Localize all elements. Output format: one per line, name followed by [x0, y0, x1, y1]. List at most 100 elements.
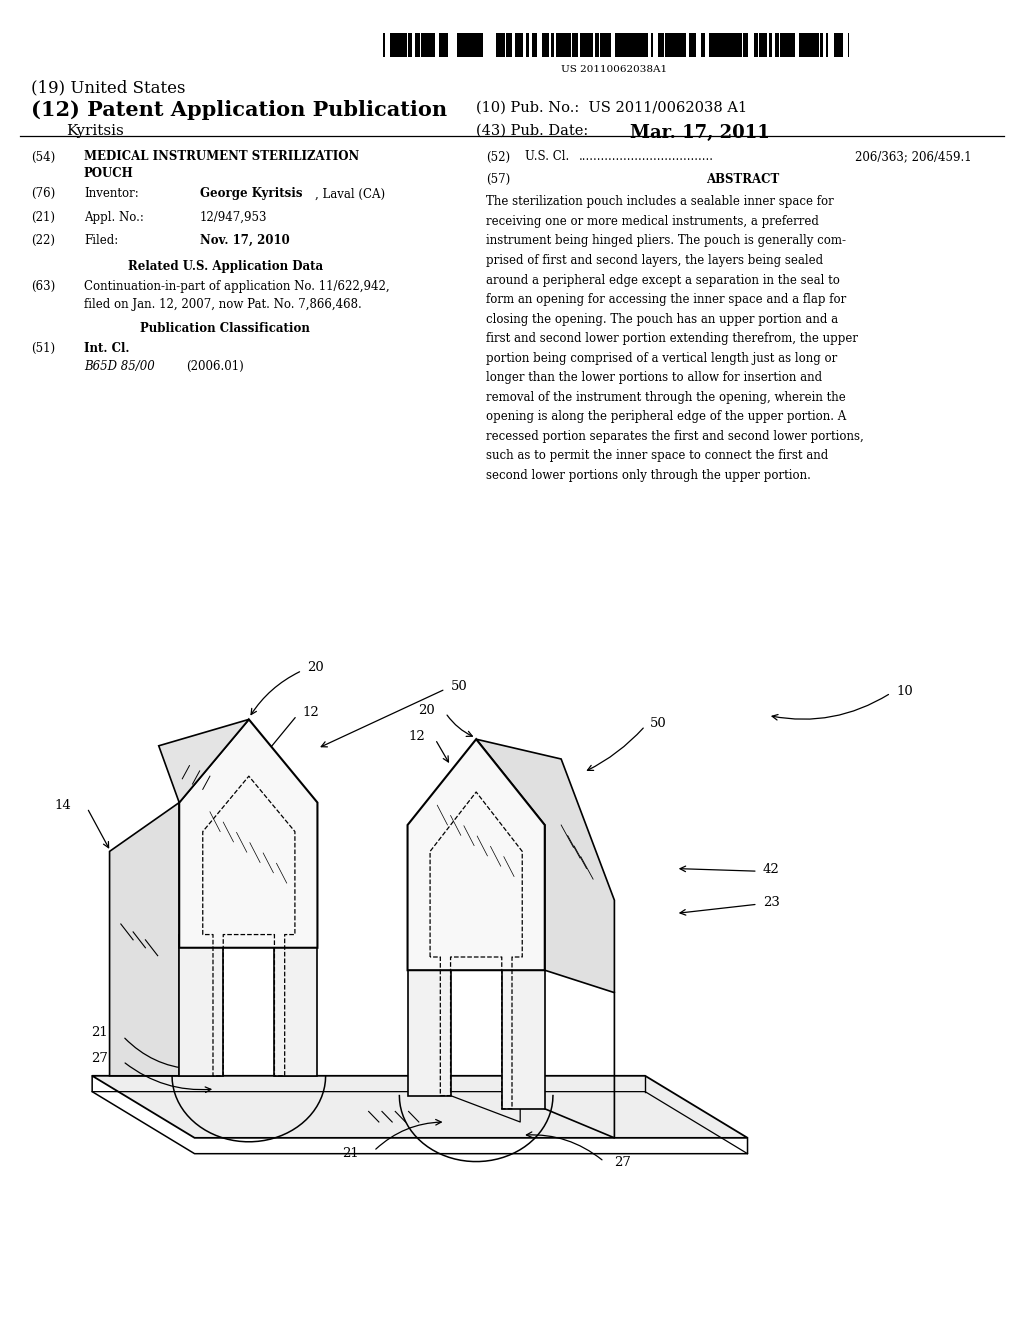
Bar: [554, 33, 555, 57]
Bar: [509, 33, 512, 57]
Text: (22): (22): [31, 234, 54, 247]
Text: MEDICAL INSTRUMENT STERILIZATION
POUCH: MEDICAL INSTRUMENT STERILIZATION POUCH: [84, 150, 359, 181]
Bar: [570, 33, 572, 57]
Bar: [542, 33, 544, 57]
Bar: [615, 33, 616, 57]
Text: portion being comprised of a vertical length just as long or: portion being comprised of a vertical le…: [486, 351, 838, 364]
Bar: [828, 33, 829, 57]
Text: Appl. No.:: Appl. No.:: [84, 211, 143, 224]
Polygon shape: [179, 935, 223, 1076]
Bar: [496, 33, 500, 57]
Bar: [453, 33, 457, 57]
Bar: [762, 33, 765, 57]
Bar: [625, 33, 628, 57]
Bar: [522, 33, 525, 57]
Bar: [786, 33, 790, 57]
Bar: [401, 33, 406, 57]
Bar: [447, 33, 453, 57]
Bar: [780, 33, 782, 57]
Bar: [665, 33, 668, 57]
Bar: [712, 33, 714, 57]
Bar: [383, 33, 385, 57]
Text: Nov. 17, 2010: Nov. 17, 2010: [200, 234, 290, 247]
Bar: [616, 33, 621, 57]
Bar: [512, 33, 515, 57]
Bar: [475, 33, 476, 57]
Bar: [435, 33, 438, 57]
Text: U.S. Cl.: U.S. Cl.: [525, 150, 569, 164]
Bar: [758, 33, 759, 57]
Text: George Kyritsis: George Kyritsis: [200, 187, 302, 201]
Bar: [623, 33, 625, 57]
Text: Inventor:: Inventor:: [84, 187, 138, 201]
Bar: [413, 33, 416, 57]
Bar: [440, 33, 443, 57]
Bar: [848, 33, 849, 57]
Text: Mar. 17, 2011: Mar. 17, 2011: [630, 124, 769, 143]
Text: 10: 10: [896, 685, 912, 698]
Bar: [742, 33, 743, 57]
Bar: [610, 33, 615, 57]
Bar: [468, 33, 469, 57]
Bar: [633, 33, 637, 57]
Bar: [481, 33, 483, 57]
Text: closing the opening. The pouch has an upper portion and a: closing the opening. The pouch has an up…: [486, 313, 839, 326]
Bar: [621, 33, 623, 57]
Bar: [546, 33, 549, 57]
Bar: [427, 33, 428, 57]
Text: opening is along the peripheral edge of the upper portion. A: opening is along the peripheral edge of …: [486, 411, 847, 424]
Bar: [751, 33, 752, 57]
Bar: [443, 33, 447, 57]
Bar: [701, 33, 705, 57]
Polygon shape: [502, 970, 545, 1109]
Bar: [680, 33, 681, 57]
Text: 50: 50: [650, 717, 667, 730]
Polygon shape: [408, 739, 545, 970]
Bar: [663, 33, 664, 57]
Bar: [748, 33, 751, 57]
Bar: [457, 33, 459, 57]
Text: longer than the lower portions to allow for insertion and: longer than the lower portions to allow …: [486, 371, 822, 384]
Text: second lower portions only through the upper portion.: second lower portions only through the u…: [486, 469, 811, 482]
Bar: [810, 33, 811, 57]
Bar: [538, 33, 542, 57]
Bar: [769, 33, 770, 57]
Bar: [795, 33, 800, 57]
Bar: [410, 33, 413, 57]
Bar: [644, 33, 648, 57]
Bar: [820, 33, 822, 57]
Bar: [494, 33, 496, 57]
Bar: [573, 33, 578, 57]
Bar: [790, 33, 792, 57]
Polygon shape: [408, 957, 451, 1096]
Bar: [515, 33, 518, 57]
Bar: [463, 33, 468, 57]
Bar: [572, 33, 573, 57]
Bar: [416, 33, 417, 57]
Text: instrument being hinged pliers. The pouch is generally com-: instrument being hinged pliers. The pouc…: [486, 235, 847, 247]
Bar: [675, 33, 679, 57]
Bar: [421, 33, 423, 57]
Bar: [525, 33, 528, 57]
Bar: [811, 33, 814, 57]
Bar: [604, 33, 609, 57]
Bar: [778, 33, 780, 57]
Text: (51): (51): [31, 342, 55, 355]
Bar: [735, 33, 737, 57]
Bar: [474, 33, 475, 57]
Text: 12: 12: [302, 706, 318, 719]
Text: (21): (21): [31, 211, 54, 224]
Bar: [593, 33, 595, 57]
Bar: [686, 33, 689, 57]
Text: (19) United States: (19) United States: [31, 79, 185, 96]
Text: form an opening for accessing the inner space and a flap for: form an opening for accessing the inner …: [486, 293, 847, 306]
Bar: [595, 33, 599, 57]
Bar: [728, 33, 732, 57]
Polygon shape: [476, 739, 614, 993]
Bar: [714, 33, 718, 57]
Bar: [772, 33, 775, 57]
Bar: [648, 33, 651, 57]
Bar: [484, 33, 489, 57]
Text: (10) Pub. No.:  US 2011/0062038 A1: (10) Pub. No.: US 2011/0062038 A1: [476, 100, 748, 115]
Bar: [752, 33, 754, 57]
